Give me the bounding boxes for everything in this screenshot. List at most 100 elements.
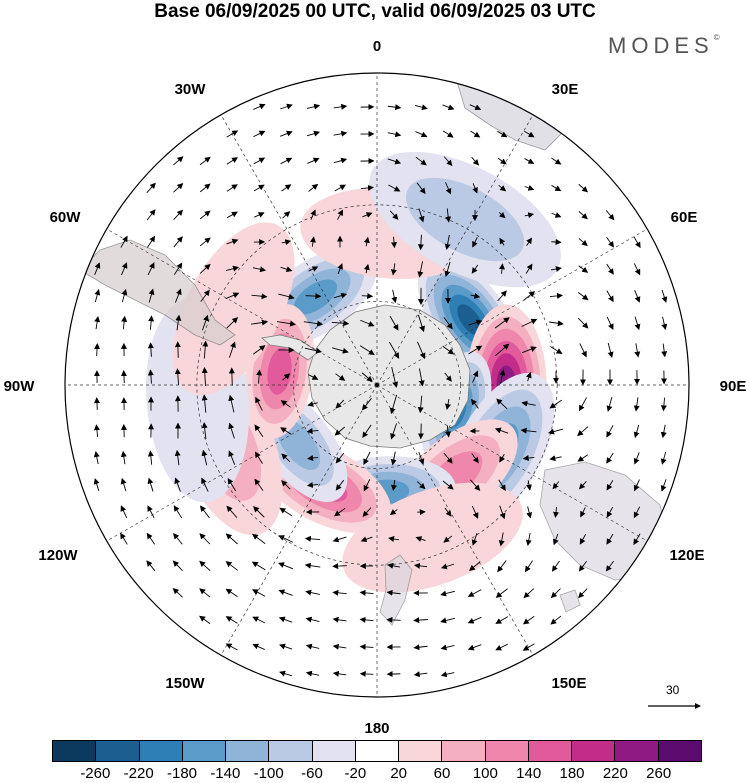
logo-copyright-mark: © [713, 33, 720, 42]
wind-vector [359, 670, 374, 677]
colorbar-tick-label: 260 [646, 765, 672, 782]
wind-vector [174, 477, 181, 492]
wind-vector [120, 370, 127, 383]
wind-vector [633, 533, 641, 546]
wind-vector [443, 156, 453, 167]
wind-vector [549, 399, 562, 409]
lon-label-30e: 30E [552, 81, 579, 98]
wind-vector [579, 343, 587, 358]
wind-vector [276, 320, 296, 327]
colorbar-tick-label: 60 [433, 765, 451, 782]
wind-vector [387, 131, 402, 138]
wind-vector [418, 368, 425, 387]
wind-vector [661, 289, 668, 303]
wind-vector [445, 208, 452, 223]
wind-vector [550, 266, 562, 272]
wind-vector [549, 320, 564, 327]
wind-vector [252, 345, 266, 355]
wind-vector [551, 157, 562, 165]
wind-vector [416, 481, 426, 490]
wind-vector [280, 266, 293, 273]
wind-vector [251, 319, 268, 326]
wind-vector [226, 238, 239, 245]
wind-vector [416, 182, 426, 195]
wind-vector [577, 454, 589, 462]
wind-vector [363, 451, 371, 466]
wind-vector [94, 262, 101, 275]
south-america [79, 239, 236, 346]
colorbar-swatch [312, 741, 356, 761]
wind-vector [304, 535, 321, 542]
logo-text: MODES [608, 33, 714, 58]
wind-vector [387, 562, 400, 569]
wind-vector [335, 452, 345, 464]
wind-vector [172, 560, 183, 572]
colorbar-swatch [528, 741, 573, 761]
wind-vector [468, 319, 483, 326]
lon-label-30w: 30W [175, 81, 207, 98]
wind-vector [94, 343, 101, 356]
wind-vector [199, 533, 211, 545]
wind-vector [305, 589, 320, 596]
wind-vector [359, 345, 375, 355]
wind-vector [498, 211, 506, 219]
wind-vector [444, 372, 452, 382]
wind-vector [93, 424, 100, 437]
wind-vector [524, 130, 535, 138]
wind-vector [440, 617, 455, 624]
wind-vector [174, 449, 181, 466]
meridian-line [106, 384, 378, 542]
wind-vector [521, 318, 538, 327]
wind-vector [252, 589, 266, 597]
wind-vector [305, 643, 320, 650]
wind-vector [391, 479, 397, 492]
wind-vector [391, 236, 398, 249]
wind-vector [279, 103, 293, 110]
wind-vector [199, 237, 211, 247]
wind-vector [389, 509, 398, 516]
colorbar-swatch [53, 741, 97, 761]
wind-vector [226, 157, 239, 165]
wind-vector [304, 347, 323, 354]
wind-vector [253, 130, 266, 138]
wind-vector [553, 507, 559, 518]
wind-vector [93, 397, 100, 410]
wind-vector [306, 103, 321, 110]
wind-vector [146, 209, 156, 221]
anomaly-contour-band [267, 347, 292, 395]
wind-vector [173, 182, 184, 193]
wind-vector [201, 449, 208, 466]
antarctica [307, 304, 471, 449]
wind-vector [225, 292, 240, 300]
colorbar-swatch [139, 741, 183, 761]
wind-vector [363, 236, 370, 247]
wind-vector [305, 670, 320, 677]
wind-vector [417, 261, 424, 278]
wind-vector [201, 367, 208, 386]
wind-vector [199, 505, 210, 519]
wind-vector [495, 588, 508, 598]
wind-vector [552, 533, 559, 546]
wind-vector [442, 104, 455, 111]
colorbar-tick-label: -100 [253, 765, 284, 782]
wind-vector [471, 505, 479, 519]
wind-vector [443, 535, 453, 543]
wind-vector [359, 616, 374, 623]
wind-vector [199, 263, 211, 274]
wind-vector [225, 561, 238, 571]
wind-vector [526, 237, 533, 246]
wind-vector [469, 104, 482, 111]
wind-vector [467, 589, 482, 597]
wind-vector [660, 451, 667, 465]
wind-vector [173, 532, 183, 545]
wind-vector [388, 184, 401, 192]
wind-vector [228, 341, 236, 358]
wind-vector [525, 371, 532, 382]
wind-vector [467, 644, 482, 651]
wind-vector [414, 104, 428, 111]
wind-vector [413, 644, 428, 651]
wind-vector [120, 505, 128, 519]
wind-vector [495, 643, 509, 651]
wind-vector [469, 561, 481, 572]
wind-vector [415, 536, 426, 542]
